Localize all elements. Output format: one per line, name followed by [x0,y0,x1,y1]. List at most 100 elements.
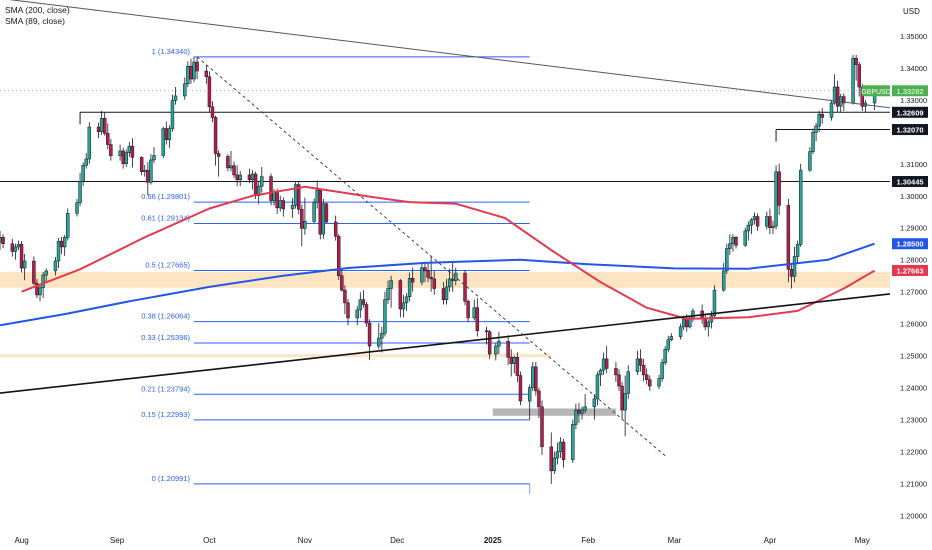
candle-body [139,157,144,173]
candle [426,262,430,283]
candle-body [798,169,803,245]
candle [663,346,667,366]
trendlines[interactable] [0,0,891,457]
candle [851,55,855,105]
candle-body [580,409,584,414]
candle-body [681,318,686,328]
x-tick-label-7: Mar [668,536,682,545]
candle [293,181,298,209]
candle [87,122,92,164]
candle-body [808,151,812,171]
candle [497,331,501,355]
y-tick-label-2: 1.33000 [900,96,927,105]
candle-body [857,64,861,88]
price-tag-text-1: 1.32609 [896,108,923,117]
candle-body [303,221,307,229]
candle-body [432,278,436,289]
candle-body [450,278,455,281]
candle-body [561,441,566,460]
candle-body [315,189,319,203]
candle [755,213,760,231]
candle-body [648,379,652,387]
candle-body [685,318,689,328]
candle [638,349,643,372]
candle-body [269,176,273,201]
candle [213,115,218,166]
price-axis[interactable]: 1.35000 1.34000 1.33000 1.31000 1.30000 1.290… [900,32,927,521]
price-tag-text-2: 1.32070 [896,126,923,135]
candle [324,202,329,223]
x-tick-label-6: Feb [581,536,595,545]
candle-body [22,260,27,269]
candle-body [734,237,738,246]
currency-label: USD [903,7,920,16]
trendline-0[interactable] [0,0,891,109]
candle-body [278,200,282,209]
candle-body [571,424,575,460]
candle [829,99,834,121]
candle-body [595,374,600,400]
candle [792,246,797,283]
fib-level-label-7: 0.15 (1.22993) [141,410,190,419]
candle [614,362,618,382]
candle-body [531,366,535,388]
candle [183,77,187,100]
candle-body [463,272,467,302]
trendline-1[interactable] [0,293,891,394]
candle [808,147,812,172]
candle [343,285,347,315]
time-axis[interactable]: Aug Sep Oct Nov Dec 2025 Feb Mar Apr May [14,536,869,545]
y-tick-label-10: 1.24000 [900,384,927,393]
fib-level-label-3: 0.5 (1.27665) [145,260,190,269]
candle [41,271,45,299]
candle [19,241,24,273]
candle [207,71,212,113]
candle-body [99,118,104,133]
candle-body [164,128,169,141]
trendline-2[interactable] [196,56,666,457]
candle [641,358,646,382]
candle-body [210,106,215,118]
candle [321,198,326,239]
price-tag-3 [892,176,928,188]
legend-sma89[interactable]: SMA (89, close) [5,16,65,26]
candle-body [300,208,304,229]
candle-body [260,176,264,187]
candle-body [66,213,70,238]
candle-body [691,310,695,319]
candle-body [78,181,82,204]
legend-sma200[interactable]: SMA (200, close) [5,5,70,15]
candle [232,161,236,179]
candle-body [475,307,480,331]
candle-body [755,216,760,227]
candle-body [386,288,390,300]
y-tick-label-3: 1.31000 [900,160,927,169]
candle-body [346,302,350,319]
candle-body [509,357,513,364]
candle [170,94,175,132]
candle-body [731,237,735,244]
candle [592,394,597,420]
candle [555,442,560,465]
candle [432,270,436,295]
candle-body [604,358,609,369]
candle-body [592,398,597,408]
candle-body [361,299,366,305]
x-tick-label-8: Apr [764,536,777,545]
candle [364,301,369,327]
candle-body [75,202,79,214]
candle [62,234,67,256]
fibonacci-retracement[interactable]: 1 (1.34340) 0.66 (1.29801) 0.61 (1.29134) 0… [141,47,531,494]
y-tick-label-1: 1.34000 [900,64,927,73]
candlestick-series [0,55,877,484]
candle [195,57,199,80]
indicator-legend[interactable]: SMA (200, close) SMA (89, close) [5,5,70,26]
candle [13,243,18,260]
candle-body [669,336,674,340]
candle-body [62,237,67,248]
candle [204,64,209,84]
candle-body [638,358,643,366]
candle-body [614,368,618,376]
candle-body [318,189,322,235]
